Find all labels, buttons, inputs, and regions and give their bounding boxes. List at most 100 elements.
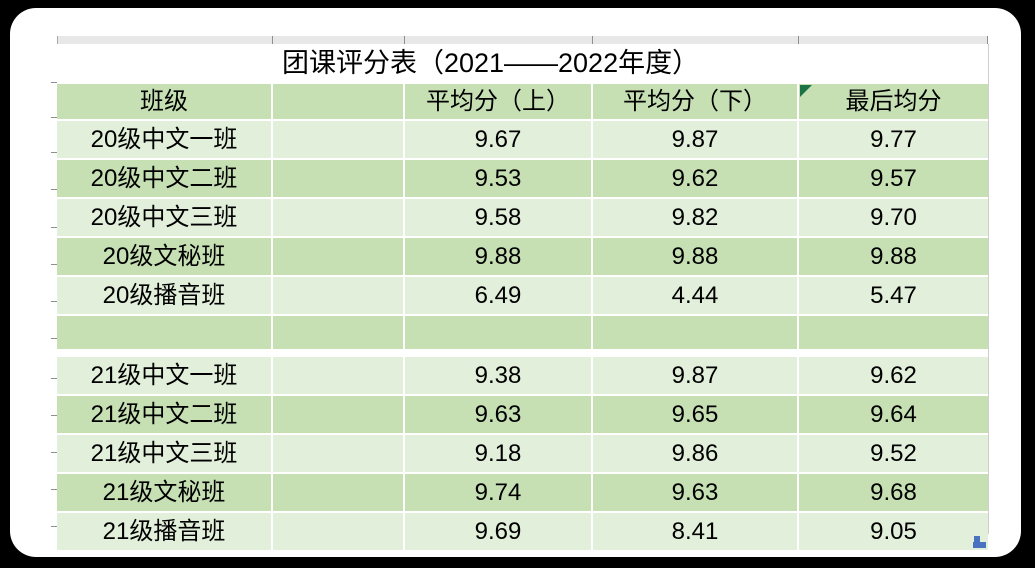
table-row-empty	[57, 315, 989, 351]
cell-class-label[interactable]: 21级播音班	[57, 512, 273, 552]
table-row-spacer	[57, 350, 989, 357]
cell-avg-upper[interactable]: 9.88	[404, 237, 593, 277]
cell-avg-lower[interactable]: 8.41	[592, 512, 799, 552]
cell-avg-lower[interactable]: 4.44	[592, 276, 799, 316]
table-row-title: 团课评分表（2021——2022年度）	[57, 44, 989, 84]
row-gridline-tick	[51, 338, 57, 339]
cell-empty[interactable]	[798, 315, 989, 351]
cell-avg-lower[interactable]: 9.63	[592, 473, 799, 513]
row-gridline-tick	[51, 227, 57, 228]
cell-class-label[interactable]: 20级中文三班	[57, 198, 273, 238]
cell-empty[interactable]	[272, 512, 405, 552]
cell-avg-lower[interactable]: 9.86	[592, 434, 799, 474]
table-row: 20级文秘班 9.88 9.88 9.88	[57, 237, 989, 277]
sheet-title-cell[interactable]: 团课评分表（2021——2022年度）	[57, 44, 989, 84]
table-row: 20级播音班 6.49 4.44 5.47	[57, 276, 989, 316]
cell-final-avg[interactable]: 9.64	[798, 395, 989, 435]
cell-class-label[interactable]: 21级中文一班	[57, 357, 273, 396]
score-table: 团课评分表（2021——2022年度） 班级 平均分（上） 平均分（下） 最后均…	[57, 44, 989, 552]
cell-empty[interactable]	[57, 315, 273, 351]
row-gridline-tick	[51, 452, 57, 453]
cell-empty[interactable]	[272, 357, 405, 396]
header-avg-lower[interactable]: 平均分（下）	[592, 83, 799, 121]
cell-avg-lower[interactable]: 9.88	[592, 237, 799, 277]
row-gridline-tick	[51, 189, 57, 190]
table-row: 20级中文二班 9.53 9.62 9.57	[57, 159, 989, 199]
cell-avg-lower[interactable]: 9.65	[592, 395, 799, 435]
cell-final-avg[interactable]: 9.52	[798, 434, 989, 474]
cell-class-label[interactable]: 20级文秘班	[57, 237, 273, 277]
cell-empty[interactable]	[404, 315, 593, 351]
cell-avg-upper[interactable]: 9.53	[404, 159, 593, 199]
cell-avg-upper[interactable]: 9.69	[404, 512, 593, 552]
cell-class-label[interactable]: 20级播音班	[57, 276, 273, 316]
row-gridline-tick	[51, 489, 57, 490]
cell-avg-upper[interactable]: 9.67	[404, 120, 593, 160]
cell-final-avg[interactable]: 9.62	[798, 357, 989, 396]
cell-empty[interactable]	[272, 395, 405, 435]
cell-class-label[interactable]: 21级文秘班	[57, 473, 273, 513]
cell-class-label[interactable]: 20级中文二班	[57, 159, 273, 199]
cell-final-avg-value: 9.05	[870, 517, 917, 545]
row-gridline-tick	[51, 378, 57, 379]
cell-final-avg[interactable]: 5.47	[798, 276, 989, 316]
cell-empty[interactable]	[272, 276, 405, 316]
cell-avg-upper[interactable]: 9.38	[404, 357, 593, 396]
table-row: 21级中文二班 9.63 9.65 9.64	[57, 395, 989, 435]
header-class[interactable]: 班级	[57, 83, 273, 121]
table-row: 21级播音班 9.69 8.41 9.05	[57, 512, 989, 552]
column-gridline-tick	[987, 36, 988, 44]
table-row: 21级中文一班 9.38 9.87 9.62	[57, 357, 989, 396]
cell-final-avg[interactable]: 9.77	[798, 120, 989, 160]
cell-final-avg[interactable]: 9.68	[798, 473, 989, 513]
cell-empty[interactable]	[272, 315, 405, 351]
column-gridline-tick	[798, 36, 799, 44]
right-gridline	[988, 44, 989, 534]
cell-empty[interactable]	[272, 198, 405, 238]
cell-final-avg[interactable]: 9.05	[798, 512, 989, 552]
cell-avg-lower[interactable]: 9.87	[592, 120, 799, 160]
spacer-cell	[57, 350, 989, 357]
cell-avg-upper[interactable]: 9.74	[404, 473, 593, 513]
header-blank[interactable]	[272, 83, 405, 121]
cell-final-avg[interactable]: 9.57	[798, 159, 989, 199]
cell-empty[interactable]	[272, 120, 405, 160]
row-gridline-tick	[51, 415, 57, 416]
table-row: 20级中文一班 9.67 9.87 9.77	[57, 120, 989, 160]
table-row: 20级中文三班 9.58 9.82 9.70	[57, 198, 989, 238]
table-row: 21级中文三班 9.18 9.86 9.52	[57, 434, 989, 474]
row-gridline-tick	[51, 152, 57, 153]
cell-avg-upper[interactable]: 9.18	[404, 434, 593, 474]
cell-final-avg[interactable]: 9.70	[798, 198, 989, 238]
header-avg-upper[interactable]: 平均分（上）	[404, 83, 593, 121]
row-gridline-tick	[51, 526, 57, 527]
cell-avg-upper[interactable]: 9.58	[404, 198, 593, 238]
column-gridline-tick	[404, 36, 405, 44]
cell-class-label[interactable]: 20级中文一班	[57, 120, 273, 160]
cell-avg-lower[interactable]: 9.87	[592, 357, 799, 396]
cell-empty[interactable]	[272, 237, 405, 277]
header-final-avg-label: 最后均分	[845, 87, 942, 115]
cell-empty[interactable]	[272, 434, 405, 474]
row-gridline-tick	[51, 117, 57, 118]
cell-avg-lower[interactable]: 9.62	[592, 159, 799, 199]
cell-empty[interactable]	[272, 473, 405, 513]
cell-avg-lower[interactable]: 9.82	[592, 198, 799, 238]
range-corner-handle-icon[interactable]	[973, 536, 987, 548]
column-gridline-tick	[592, 36, 593, 44]
column-gridline-tick	[272, 36, 273, 44]
cell-class-label[interactable]: 21级中文二班	[57, 395, 273, 435]
cell-class-label[interactable]: 21级中文三班	[57, 434, 273, 474]
cell-final-avg[interactable]: 9.88	[798, 237, 989, 277]
cell-avg-upper[interactable]: 9.63	[404, 395, 593, 435]
cell-empty[interactable]	[592, 315, 799, 351]
error-indicator-triangle-icon	[800, 85, 812, 97]
header-final-avg[interactable]: 最后均分	[798, 83, 989, 121]
table-row: 21级文秘班 9.74 9.63 9.68	[57, 473, 989, 513]
row-gridline-tick	[51, 264, 57, 265]
cell-avg-upper[interactable]: 6.49	[404, 276, 593, 316]
cell-empty[interactable]	[272, 159, 405, 199]
table-header-row: 班级 平均分（上） 平均分（下） 最后均分	[57, 83, 989, 121]
row-gridline-tick	[51, 301, 57, 302]
